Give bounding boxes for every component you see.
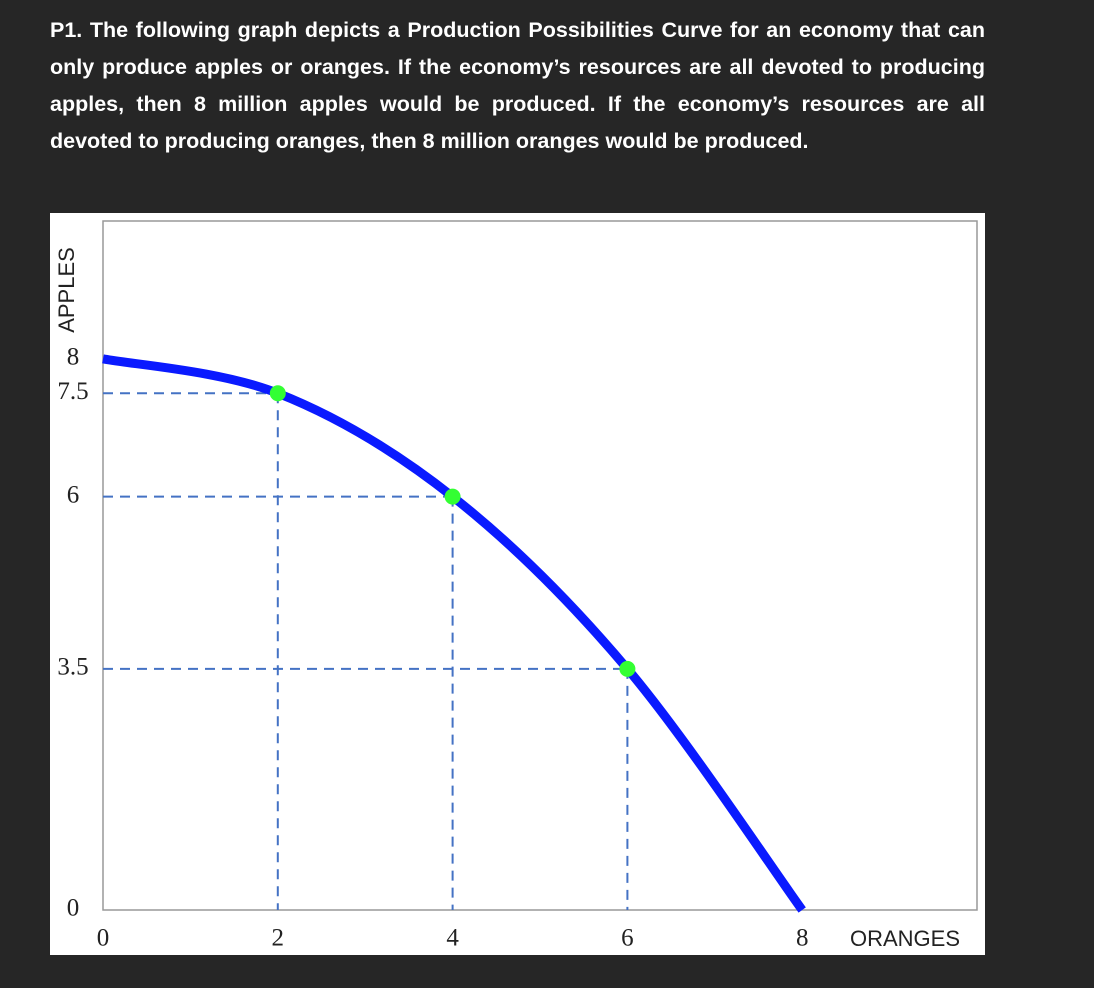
x-tick-label: 8 [796, 925, 809, 952]
x-tick-label: 0 [97, 925, 110, 952]
y-tick-label: 0 [67, 895, 80, 922]
x-tick-label: 4 [446, 925, 459, 952]
point [269, 385, 286, 402]
y-tick-label: 8 [67, 344, 80, 371]
plot-frame [102, 220, 978, 911]
y-tick-label: 6 [67, 481, 80, 508]
y-axis-label: APPLES [54, 247, 79, 333]
y-tick-label: 7.5 [57, 378, 88, 405]
point [619, 660, 636, 677]
chart: 0 3.5 6 7.5 8 0 2 4 6 8 ORANGES APPLES [50, 213, 985, 955]
point [444, 488, 461, 505]
x-axis-label: ORANGES [850, 926, 960, 951]
y-tick-label: 3.5 [57, 654, 88, 681]
x-tick-label: 2 [272, 925, 285, 952]
x-tick-label: 6 [621, 925, 634, 952]
question-text: P1. The following graph depicts a Produc… [50, 18, 985, 153]
ppc-curve [102, 354, 806, 913]
